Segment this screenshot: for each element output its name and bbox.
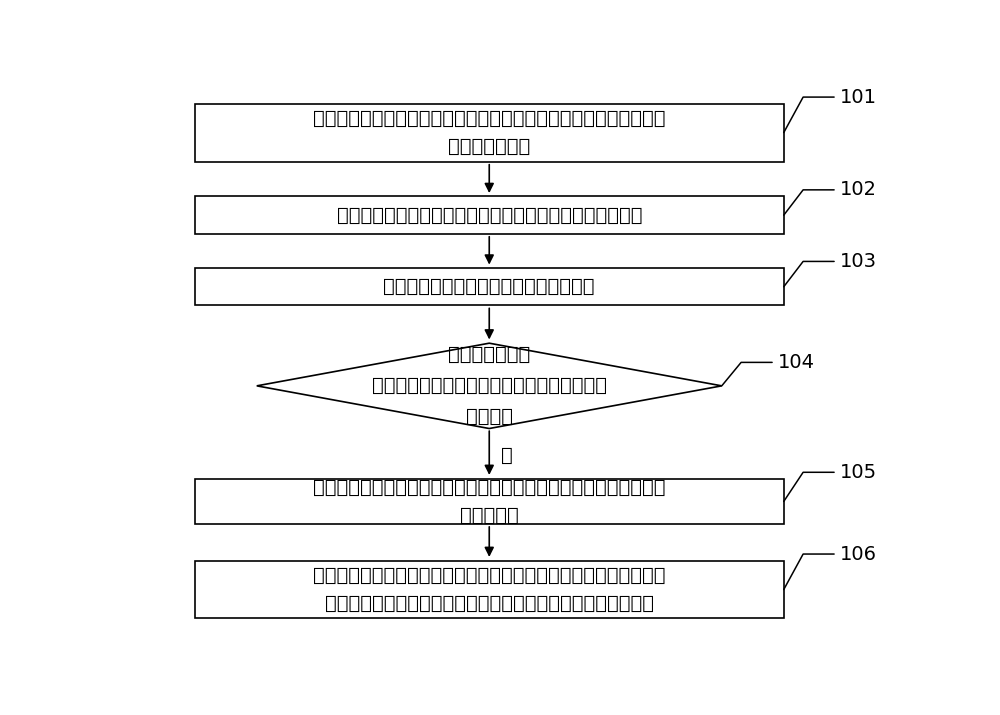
Bar bbox=[195, 268, 784, 305]
Text: 105: 105 bbox=[840, 463, 877, 482]
Text: 102: 102 bbox=[840, 180, 877, 199]
Text: 电子设备根据启动指令依次激活目标车辆的各个胎压传感器: 电子设备根据启动指令依次激活目标车辆的各个胎压传感器 bbox=[336, 206, 642, 225]
Polygon shape bbox=[257, 343, 722, 428]
Bar bbox=[195, 479, 784, 524]
Text: 电子设备判断与
目标车辆的胎压监控系统的控制终端是否处于
连接状态: 电子设备判断与 目标车辆的胎压监控系统的控制终端是否处于 连接状态 bbox=[372, 345, 607, 426]
Text: 电子设备获取胎压传感器学习匹配的启动指令，启动指令为包含目标
车辆信息的指令: 电子设备获取胎压传感器学习匹配的启动指令，启动指令为包含目标 车辆信息的指令 bbox=[313, 109, 666, 156]
Bar bbox=[195, 104, 784, 162]
Text: 103: 103 bbox=[840, 252, 877, 271]
Text: 106: 106 bbox=[840, 545, 877, 563]
Bar bbox=[195, 561, 784, 618]
Text: 101: 101 bbox=[840, 87, 877, 107]
Text: 104: 104 bbox=[778, 353, 815, 372]
Text: 电子设备模拟目标胎压传感器将对应的反馈数据发送至控制终端，以
使得控制终端为目标胎压传感器与对应的轮胎位置建立匹配关系: 电子设备模拟目标胎压传感器将对应的反馈数据发送至控制终端，以 使得控制终端为目标… bbox=[313, 566, 666, 613]
Bar bbox=[195, 197, 784, 234]
Text: 是: 是 bbox=[501, 446, 513, 465]
Text: 电子设备获取各个胎压传感器的反馈数据: 电子设备获取各个胎压传感器的反馈数据 bbox=[384, 277, 595, 296]
Text: 电子设备开启目标车辆的胎压传感器匹配模式，并确定待匹配的目标
胎压传感器: 电子设备开启目标车辆的胎压传感器匹配模式，并确定待匹配的目标 胎压传感器 bbox=[313, 478, 666, 525]
